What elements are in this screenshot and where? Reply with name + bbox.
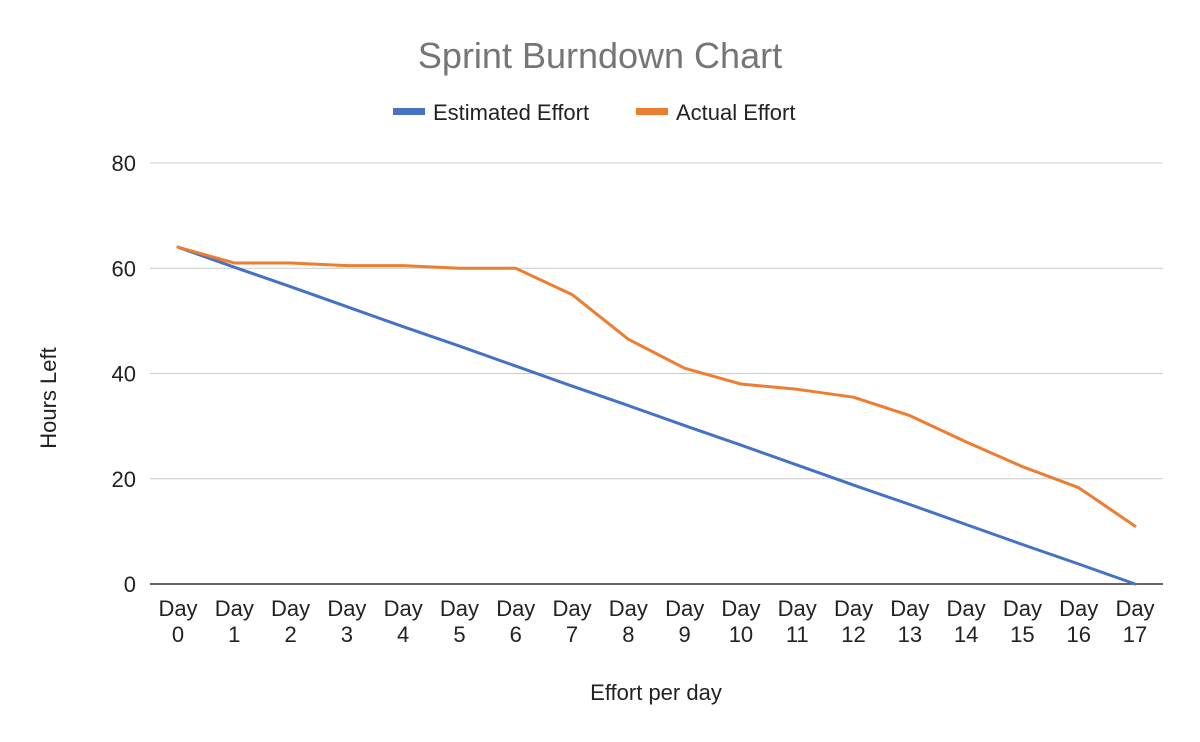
x-tick-label-number: 6	[510, 622, 522, 647]
x-tick-label: Day	[890, 596, 929, 621]
y-tick-label: 80	[112, 151, 136, 176]
x-tick-label-number: 5	[453, 622, 465, 647]
gridlines	[150, 162, 1163, 585]
x-tick-label-number: 16	[1066, 622, 1090, 647]
legend-swatch-estimated	[393, 108, 425, 115]
x-tick-label-number: 7	[566, 622, 578, 647]
x-tick-label-number: 13	[898, 622, 922, 647]
x-tick-label-number: 14	[954, 622, 978, 647]
y-tick-label: 60	[112, 256, 136, 281]
x-tick-label-number: 0	[172, 622, 184, 647]
x-tick-label: Day	[496, 596, 535, 621]
x-tick-label: Day	[665, 596, 704, 621]
x-tick-label: Day	[778, 596, 817, 621]
series-lines	[176, 245, 1137, 586]
x-tick-label-number: 17	[1123, 622, 1147, 647]
x-tick-label: Day	[158, 596, 197, 621]
x-tick-label-number: 9	[679, 622, 691, 647]
legend: Estimated Effort Actual Effort	[393, 100, 795, 125]
x-tick-label: Day	[384, 596, 423, 621]
x-tick-label-number: 12	[841, 622, 865, 647]
x-tick-label: Day	[609, 596, 648, 621]
x-tick-label: Day	[440, 596, 479, 621]
x-tick-label-number: 11	[786, 622, 809, 647]
y-tick-label: 40	[112, 362, 136, 387]
y-tick-label: 20	[112, 467, 136, 492]
x-axis-ticks: Day0Day1Day2Day3Day4Day5Day6Day7Day8Day9…	[158, 596, 1154, 647]
x-tick-label: Day	[721, 596, 760, 621]
x-tick-label-number: 1	[228, 622, 240, 647]
x-tick-label-number: 15	[1010, 622, 1034, 647]
legend-label-actual: Actual Effort	[676, 100, 795, 125]
legend-label-estimated: Estimated Effort	[433, 100, 589, 125]
series-line	[176, 245, 1137, 586]
legend-swatch-actual	[636, 108, 668, 115]
x-tick-label: Day	[271, 596, 310, 621]
chart-title: Sprint Burndown Chart	[418, 35, 782, 76]
x-tick-label-number: 4	[397, 622, 409, 647]
x-tick-label: Day	[1059, 596, 1098, 621]
series-estimated-effort	[176, 245, 1137, 586]
x-tick-label: Day	[834, 596, 873, 621]
x-tick-label-number: 10	[729, 622, 753, 647]
y-tick-label: 0	[124, 572, 136, 597]
series-actual-effort	[176, 245, 1137, 528]
x-tick-label: Day	[327, 596, 366, 621]
y-axis-title: Hours Left	[36, 347, 61, 449]
x-tick-label: Day	[947, 596, 986, 621]
x-axis-title: Effort per day	[590, 680, 722, 705]
x-tick-label: Day	[552, 596, 591, 621]
x-tick-label: Day	[215, 596, 254, 621]
x-tick-label: Day	[1115, 596, 1154, 621]
x-tick-label-number: 8	[622, 622, 634, 647]
x-tick-label-number: 3	[341, 622, 353, 647]
x-tick-label: Day	[1003, 596, 1042, 621]
x-tick-label-number: 2	[284, 622, 296, 647]
series-line	[176, 245, 1137, 528]
y-axis-ticks: 0 20 40 60 80	[112, 151, 136, 597]
